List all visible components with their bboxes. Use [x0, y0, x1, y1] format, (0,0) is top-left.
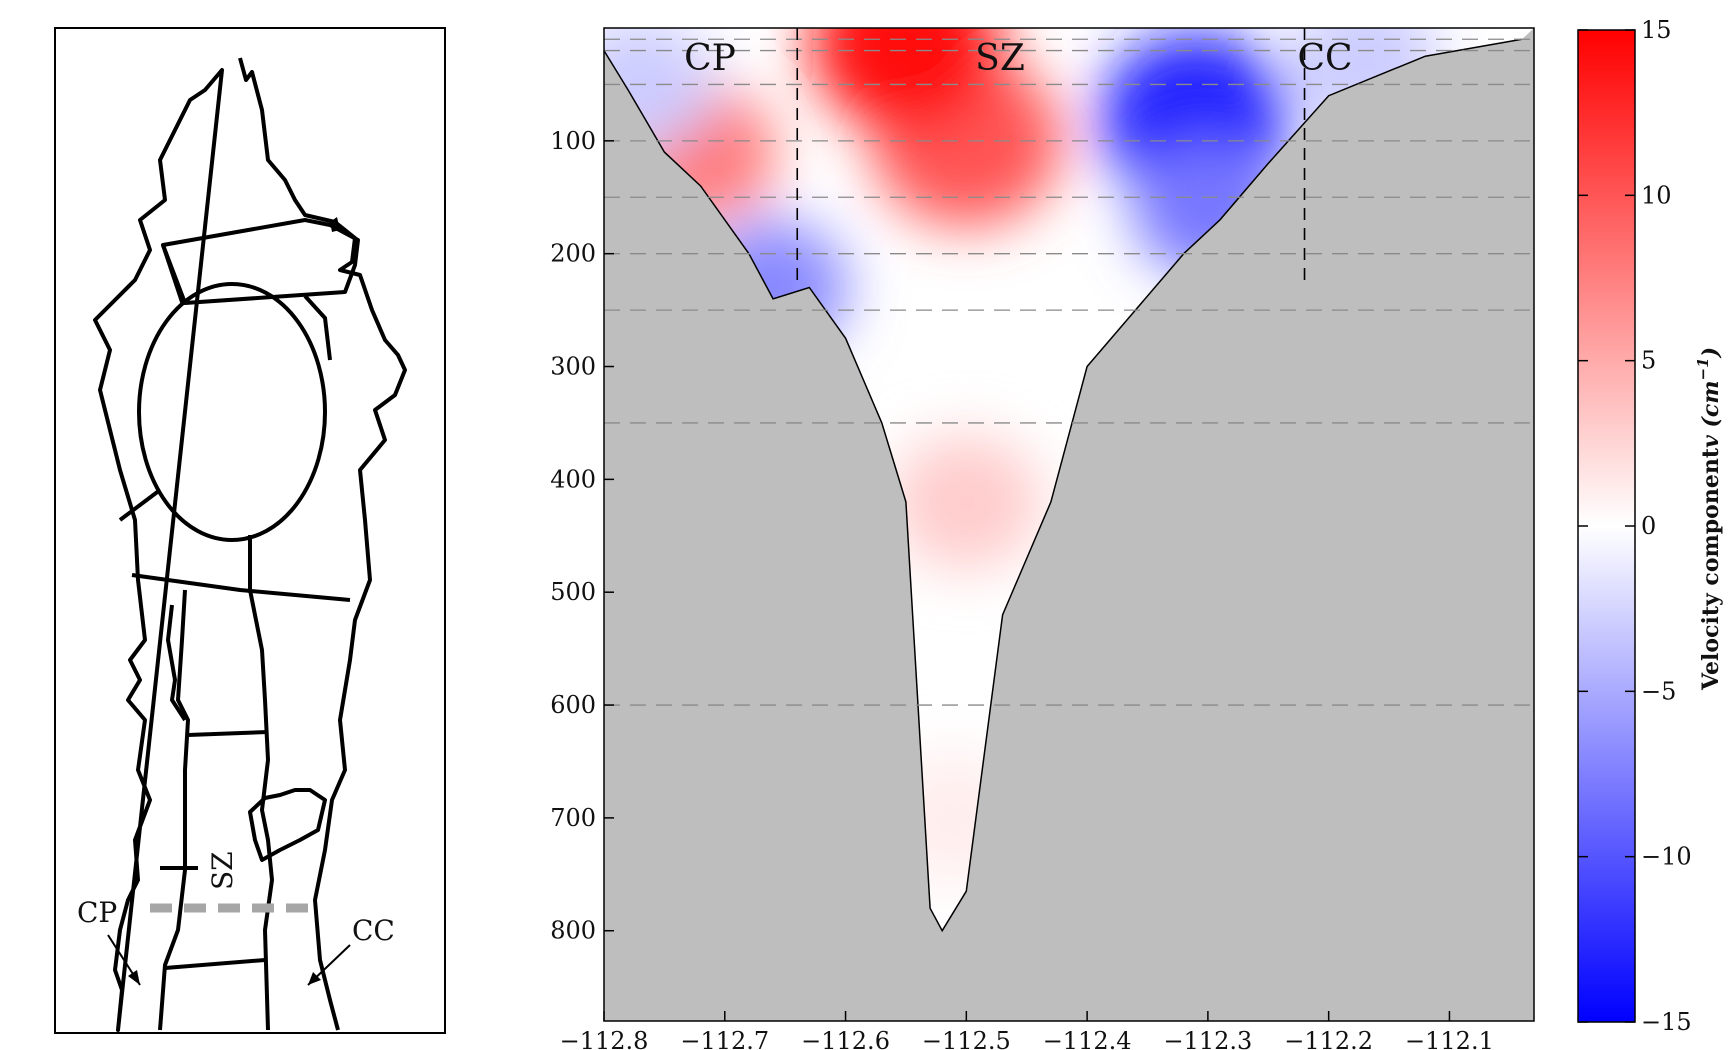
bottom-profile-line — [603, 38, 1523, 933]
upper-bay — [161, 218, 360, 305]
colorbar-title-var: v — [1698, 435, 1724, 448]
y-tick-label-6: 700 — [550, 804, 596, 832]
velocity-blob-1 — [810, 28, 1001, 131]
y-tick-label-0: 100 — [550, 127, 596, 155]
map-panel: SZ CP CC — [54, 27, 446, 1034]
cbar-tick-label-6: −15 — [1641, 1008, 1692, 1036]
cbar-tick-label-4: −5 — [1641, 677, 1676, 705]
x-axis: −112.8 −112.7 −112.6 −112.5 −112.4 −112.3 −112… — [560, 1011, 1494, 1050]
cbar-tick-label-3: 0 — [1641, 512, 1656, 540]
cbar-tick-label-0: 15 — [1641, 16, 1672, 44]
channel-left-2 — [166, 604, 187, 722]
colorbar-title-space — [1698, 428, 1724, 436]
zone-boundary-lines — [796, 28, 1306, 288]
north-divider-2 — [303, 294, 332, 361]
map-label-sz: SZ — [206, 851, 239, 890]
colorbar: 15 10 5 0 −5 −10 −15 Velocity componentv (cm−1… — [1577, 16, 1724, 1036]
channel-right — [248, 589, 274, 1031]
zone-label-sz: SZ — [975, 38, 1025, 79]
x-tick-label-0: −112.8 — [560, 1027, 649, 1050]
map-frame — [54, 27, 446, 1034]
velocity-blob-8 — [891, 434, 1042, 570]
y-tick-label-7: 800 — [550, 917, 596, 945]
colorbar-ticks: 15 10 5 0 −5 −10 −15 — [1578, 16, 1692, 1036]
cbar-tick-label-2: 5 — [1641, 347, 1656, 375]
y-tick-label-3: 400 — [550, 465, 596, 493]
map-label-cc: CC — [352, 914, 395, 947]
x-tick-label-4: −112.4 — [1043, 1027, 1132, 1050]
y-tick-label-5: 600 — [550, 691, 596, 719]
colorbar-title-exp: −1 — [1694, 357, 1712, 380]
cc-arrow-head — [308, 972, 321, 985]
cp-arrow-head — [128, 970, 140, 985]
central-basin — [137, 282, 327, 542]
south-cross-1 — [187, 730, 269, 737]
map-label-cp: CP — [77, 896, 117, 929]
colorbar-title-close: ) — [1698, 347, 1724, 358]
x-tick-label-5: −112.3 — [1163, 1027, 1252, 1050]
mid-divider-1 — [118, 488, 162, 522]
east-bay — [248, 788, 327, 862]
colorbar-title-unit: (cm — [1698, 380, 1724, 427]
south-cross-3 — [164, 958, 266, 970]
colorbar-title-main: Velocity component — [1698, 447, 1724, 691]
x-tick-label-7: −112.1 — [1405, 1027, 1494, 1050]
cbar-tick-label-5: −10 — [1641, 843, 1692, 871]
colorbar-title: Velocity componentv (cm−1) — [1694, 347, 1724, 691]
y-tick-label-2: 300 — [550, 353, 596, 381]
y-tick-label-1: 200 — [550, 240, 596, 268]
cbar-tick-label-1: 10 — [1641, 181, 1672, 209]
x-tick-label-3: −112.5 — [922, 1027, 1011, 1050]
y-axis: 100 200 300 400 500 600 700 800 — [550, 127, 614, 945]
north-divider — [161, 244, 185, 306]
zone-label-cp: CP — [684, 38, 736, 79]
x-tick-label-6: −112.2 — [1284, 1027, 1373, 1050]
x-tick-label-1: −112.7 — [680, 1027, 769, 1050]
y-tick-label-4: 500 — [550, 578, 596, 606]
zone-label-cc: CC — [1297, 38, 1352, 79]
channel-left — [158, 589, 190, 1031]
mid-divider-3 — [131, 573, 351, 602]
lake-outline — [93, 57, 407, 1032]
plot-frame — [603, 27, 1535, 1022]
section-plot: CP SZ CC −112.8 −112.7 −112.6 −112.5 −112.4−… — [550, 27, 1535, 1050]
x-tick-label-2: −112.6 — [801, 1027, 890, 1050]
spit — [330, 217, 340, 232]
